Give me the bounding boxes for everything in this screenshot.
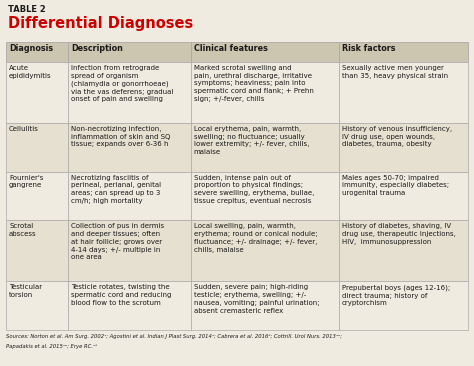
Text: Papadakis et al. 2015²⁰; Erye RC.²⁶: Papadakis et al. 2015²⁰; Erye RC.²⁶: [6, 344, 97, 349]
Bar: [6, 172, 68, 220]
Text: Risk factors: Risk factors: [342, 44, 395, 53]
Bar: [191, 62, 338, 123]
Text: Diagnosis: Diagnosis: [9, 44, 53, 53]
Bar: [68, 281, 191, 330]
Text: History of venous insufficiency,
IV drug use, open wounds,
diabetes, trauma, obe: History of venous insufficiency, IV drug…: [342, 126, 452, 147]
Text: Description: Description: [72, 44, 123, 53]
Bar: [68, 42, 191, 62]
Bar: [191, 123, 338, 172]
Text: Marked scrotal swelling and
pain, urethral discharge, irritative
symptoms; heavi: Marked scrotal swelling and pain, urethr…: [194, 65, 314, 102]
Bar: [338, 281, 468, 330]
Bar: [191, 172, 338, 220]
Bar: [338, 62, 468, 123]
Bar: [6, 123, 68, 172]
Text: Infection from retrograde
spread of organism
(chlamydia or gonorrhoeae)
via the : Infection from retrograde spread of orga…: [72, 65, 174, 102]
Text: Local swelling, pain, warmth,
erythema; round or conical nodule;
fluctuance; +/-: Local swelling, pain, warmth, erythema; …: [194, 223, 318, 253]
Text: Necrotizing fasciitis of
perineal, perianal, genital
areas; can spread up to 3
c: Necrotizing fasciitis of perineal, peria…: [72, 175, 162, 204]
Bar: [338, 172, 468, 220]
Bar: [68, 172, 191, 220]
Text: Acute
epididymitis: Acute epididymitis: [9, 65, 52, 79]
Text: Males ages 50-70; impaired
immunity, especially diabetes;
urogenital trauma: Males ages 50-70; impaired immunity, esp…: [342, 175, 449, 196]
Text: TABLE 2: TABLE 2: [8, 5, 46, 14]
Bar: [6, 281, 68, 330]
Text: Prepubertal boys (ages 12-16);
direct trauma; history of
cryptorchism: Prepubertal boys (ages 12-16); direct tr…: [342, 284, 450, 306]
Bar: [6, 220, 68, 281]
Bar: [68, 220, 191, 281]
Text: Testicle rotates, twisting the
spermatic cord and reducing
blood flow to the scr: Testicle rotates, twisting the spermatic…: [72, 284, 172, 306]
Bar: [191, 281, 338, 330]
Text: Local erythema, pain, warmth,
swelling; no fluctuance; usually
lower extremity; : Local erythema, pain, warmth, swelling; …: [194, 126, 309, 155]
Text: History of diabetes, shaving, IV
drug use, therapeutic injections,
HIV,  immunos: History of diabetes, shaving, IV drug us…: [342, 223, 456, 245]
Text: Sudden, intense pain out of
proportion to physical findings;
severe swelling, er: Sudden, intense pain out of proportion t…: [194, 175, 314, 204]
Bar: [68, 62, 191, 123]
Text: Collection of pus in dermis
and deeper tissues; often
at hair follicle; grows ov: Collection of pus in dermis and deeper t…: [72, 223, 164, 260]
Bar: [338, 123, 468, 172]
Text: Non-necrotizing infection,
inflammation of skin and SQ
tissue; expands over 6-36: Non-necrotizing infection, inflammation …: [72, 126, 171, 147]
Bar: [338, 42, 468, 62]
Bar: [191, 42, 338, 62]
Text: Differential Diagnoses: Differential Diagnoses: [8, 16, 193, 31]
Bar: [191, 220, 338, 281]
Text: Cellulitis: Cellulitis: [9, 126, 39, 132]
Text: Testicular
torsion: Testicular torsion: [9, 284, 42, 298]
Text: Sexually active men younger
than 35, heavy physical strain: Sexually active men younger than 35, hea…: [342, 65, 448, 79]
Text: Clinical features: Clinical features: [194, 44, 268, 53]
Bar: [6, 62, 68, 123]
Bar: [338, 220, 468, 281]
Text: Fournier's
gangrene: Fournier's gangrene: [9, 175, 44, 188]
Bar: [6, 42, 68, 62]
Text: Scrotal
abscess: Scrotal abscess: [9, 223, 36, 237]
Bar: [68, 123, 191, 172]
Text: Sudden, severe pain; high-riding
testicle; erythema, swelling; +/-
nausea, vomit: Sudden, severe pain; high-riding testicl…: [194, 284, 319, 314]
Text: Sources: Norton et al. Am Surg. 2002¹; Agostini et al. Indian J Plast Surg. 2014: Sources: Norton et al. Am Surg. 2002¹; A…: [6, 334, 342, 339]
